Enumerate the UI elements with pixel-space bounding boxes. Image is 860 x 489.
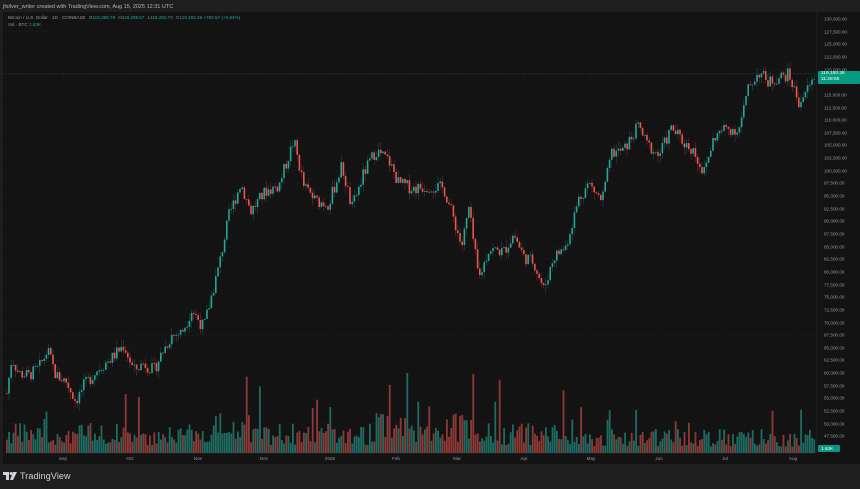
volume-histogram <box>6 373 816 453</box>
time-tick-label: Aug <box>788 456 798 461</box>
volume-row: Vol · BTC 1.63K <box>8 21 240 28</box>
low-label: L <box>147 15 151 20</box>
time-tick-label: Oct <box>126 456 134 461</box>
price-tick-label: 122,500.00 <box>824 54 847 60</box>
price-tick-label: 90,000.00 <box>824 218 845 224</box>
price-tick-label: 77,500.00 <box>824 282 845 288</box>
price-tick-label: 87,500.00 <box>824 231 845 237</box>
price-tick-label: 110,000.00 <box>824 117 847 123</box>
price-tick-label: 60,000.00 <box>824 370 845 376</box>
price-tick-label: 75,000.00 <box>824 294 845 300</box>
time-tick-label: Dec <box>259 456 269 461</box>
price-tick-label: 82,500.00 <box>824 256 845 262</box>
price-tick-label: 120,000.00 <box>824 67 847 73</box>
price-tick-label: 70,000.00 <box>824 320 845 326</box>
price-tick-label: 85,000.00 <box>824 244 845 250</box>
chart-caption: jfsilver_writer created with TradingView… <box>3 4 174 10</box>
tradingview-logo-icon <box>3 472 17 480</box>
time-tick-label: Apr <box>520 456 528 461</box>
price-tick-label: 95,000.00 <box>824 193 845 199</box>
price-axis[interactable]: 47,500.00 50,000.00 52,500.00 55,000.00 57,5… <box>816 12 860 453</box>
volume-label[interactable]: Vol · BTC <box>8 22 28 27</box>
symbol-name[interactable]: Bitcoin / U.S. Dollar · 1D · COINBASE <box>8 15 86 20</box>
low-value: 118,292.70 <box>150 15 173 20</box>
ohlc-row: Bitcoin / U.S. Dollar · 1D · COINBASE O1… <box>8 14 240 21</box>
price-tick-label: 125,000.00 <box>824 41 847 47</box>
time-tick-label: Feb <box>392 456 400 461</box>
tradingview-brand[interactable]: TradingView <box>20 471 71 481</box>
price-tick-label: 65,000.00 <box>824 345 845 351</box>
high-value: 119,209.57 <box>121 15 145 20</box>
price-tick-label: 105,000.00 <box>824 142 847 148</box>
change-value: +760.57 (+0.64%) <box>203 15 241 20</box>
price-tick-label: 115,000.00 <box>824 92 847 98</box>
high-label: H <box>118 15 122 20</box>
time-tick-label: Nov <box>193 456 203 461</box>
chart-legend: Bitcoin / U.S. Dollar · 1D · COINBASE O1… <box>8 14 240 28</box>
price-tick-label: 72,500.00 <box>824 307 845 313</box>
price-tick-label: 47,500.00 <box>824 433 845 439</box>
price-tick-label: 50,000.00 <box>824 421 845 427</box>
time-tick-label: Jun <box>655 456 663 461</box>
price-tick-label: 52,500.00 <box>824 408 845 414</box>
candlestick-chart[interactable] <box>3 12 816 453</box>
price-tick-label: 62,500.00 <box>824 357 845 363</box>
bar-countdown: 11:28:55 <box>821 77 840 83</box>
candles <box>6 62 815 411</box>
price-tick-label: 97,500.00 <box>824 180 845 186</box>
time-axis[interactable]: Sep Oct Nov Dec 2025 Feb Mar Apr May Jun Jul Aug <box>3 453 816 464</box>
time-tick-label: 2025 <box>324 456 336 461</box>
price-tick-label: 80,000.00 <box>824 269 845 275</box>
time-tick-label: Jul <box>722 456 728 461</box>
plot-area[interactable]: Bitcoin / U.S. Dollar · 1D · COINBASE O1… <box>3 12 816 453</box>
last-price-badge: 119,150.36 11:28:55 <box>818 70 860 84</box>
price-tick-label: 112,500.00 <box>824 105 847 111</box>
time-tick-label: May <box>586 456 596 461</box>
price-tick-label: 67,500.00 <box>824 332 845 338</box>
footer: TradingView <box>3 466 203 486</box>
time-tick-label: Mar <box>453 456 461 461</box>
close-label: C <box>176 15 180 20</box>
volume-badge: 1.63K <box>818 445 840 452</box>
price-tick-label: 57,500.00 <box>824 383 845 389</box>
chart-frame: Bitcoin / U.S. Dollar · 1D · COINBASE O1… <box>3 12 860 464</box>
price-tick-label: 107,500.00 <box>824 130 847 136</box>
price-tick-label: 102,500.00 <box>824 155 847 161</box>
volume-value: 1.63K <box>28 22 41 27</box>
last-price: 119,150.36 <box>821 71 845 77</box>
price-tick-label: 92,500.00 <box>824 206 845 212</box>
price-tick-label: 130,000.00 <box>824 16 847 22</box>
price-tick-label: 55,000.00 <box>824 395 845 401</box>
close-value: 119,150.36 <box>179 15 203 20</box>
price-tick-label: 100,000.00 <box>824 168 847 174</box>
price-tick-label: 127,500.00 <box>824 29 847 35</box>
time-tick-label: Sep <box>58 456 68 461</box>
open-value: 118,389.79 <box>92 15 116 20</box>
open-label: O <box>88 15 93 20</box>
